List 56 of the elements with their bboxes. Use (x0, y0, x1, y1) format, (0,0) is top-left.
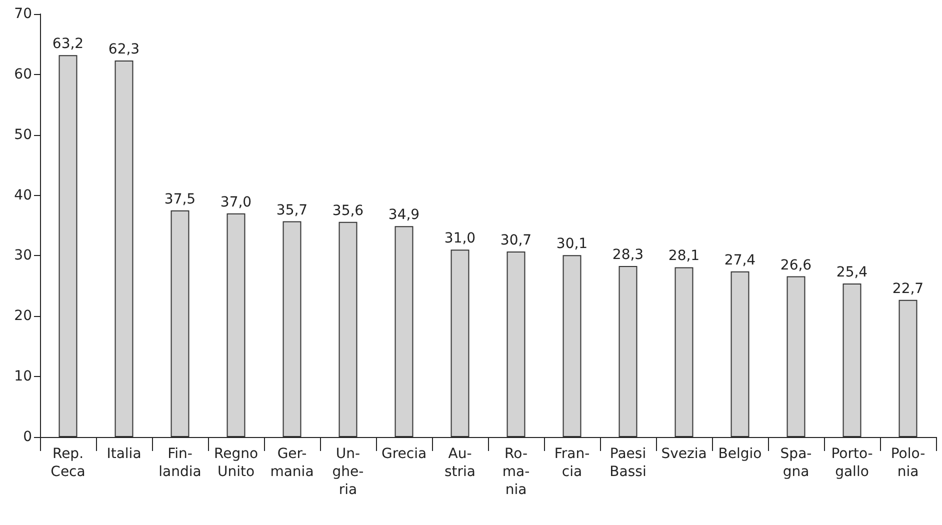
data-label: 25,4 (836, 264, 868, 281)
y-tick-label: 10 (14, 368, 32, 385)
y-tick-label: 20 (14, 308, 32, 324)
bar (226, 213, 246, 437)
bar (170, 210, 190, 437)
x-tick-label: Svezia (661, 446, 707, 462)
data-label: 28,3 (612, 246, 644, 263)
x-tick-label: Fin- landia (158, 446, 202, 480)
data-label: 30,7 (500, 232, 532, 248)
data-label: 37,0 (220, 194, 252, 210)
y-tick-label: 50 (14, 126, 32, 143)
x-tick-label: Italia (106, 446, 142, 462)
x-tick-label: Fran- cia (554, 446, 590, 480)
x-tick-label: Grecia (381, 446, 427, 462)
bar (674, 267, 694, 437)
x-tick-label: Belgio (718, 446, 762, 462)
x-tick-label: Ger- mania (270, 446, 314, 480)
bar (730, 271, 750, 437)
data-label: 28,1 (668, 248, 700, 264)
x-tick-label: Polo- nia (890, 446, 926, 480)
x-tick-label: Au- stria (444, 446, 476, 480)
bar (450, 250, 470, 437)
data-label: 26,6 (780, 257, 812, 274)
x-tick-label: Regno Unito (214, 446, 258, 480)
bar (506, 251, 526, 437)
data-label: 30,1 (556, 236, 588, 252)
bar (618, 266, 638, 437)
x-tick-label: Un- ghe- ria (332, 446, 364, 498)
bar (394, 226, 414, 437)
bar (338, 222, 358, 437)
data-label: 35,6 (332, 202, 364, 219)
data-label: 63,2 (52, 36, 84, 52)
y-tick-label: 30 (14, 248, 32, 264)
bar (282, 221, 302, 437)
y-tick-label: 60 (14, 66, 32, 82)
x-tick-label: Paesi Bassi (610, 446, 646, 480)
y-tick-label: 70 (14, 6, 32, 22)
x-tick-label: Ro- ma- nia (502, 446, 530, 498)
bar (562, 255, 582, 437)
bar (898, 300, 918, 437)
data-label: 31,0 (444, 230, 476, 247)
data-label: 27,4 (724, 252, 756, 268)
x-tick-label: Spa- gna (780, 446, 812, 480)
data-label: 22,7 (892, 280, 924, 297)
data-label: 34,9 (388, 207, 420, 224)
x-tick-label: Rep. Ceca (50, 446, 86, 480)
y-tick-label: 0 (23, 429, 32, 445)
data-label: 35,7 (276, 202, 308, 218)
data-label: 37,5 (164, 191, 196, 208)
bar (58, 55, 78, 437)
bar (842, 284, 862, 437)
x-tick-label: Porto- gallo (831, 446, 873, 480)
y-tick-label: 40 (14, 187, 32, 204)
bar (114, 60, 134, 437)
bar (786, 276, 806, 437)
data-label: 62,3 (108, 42, 140, 58)
